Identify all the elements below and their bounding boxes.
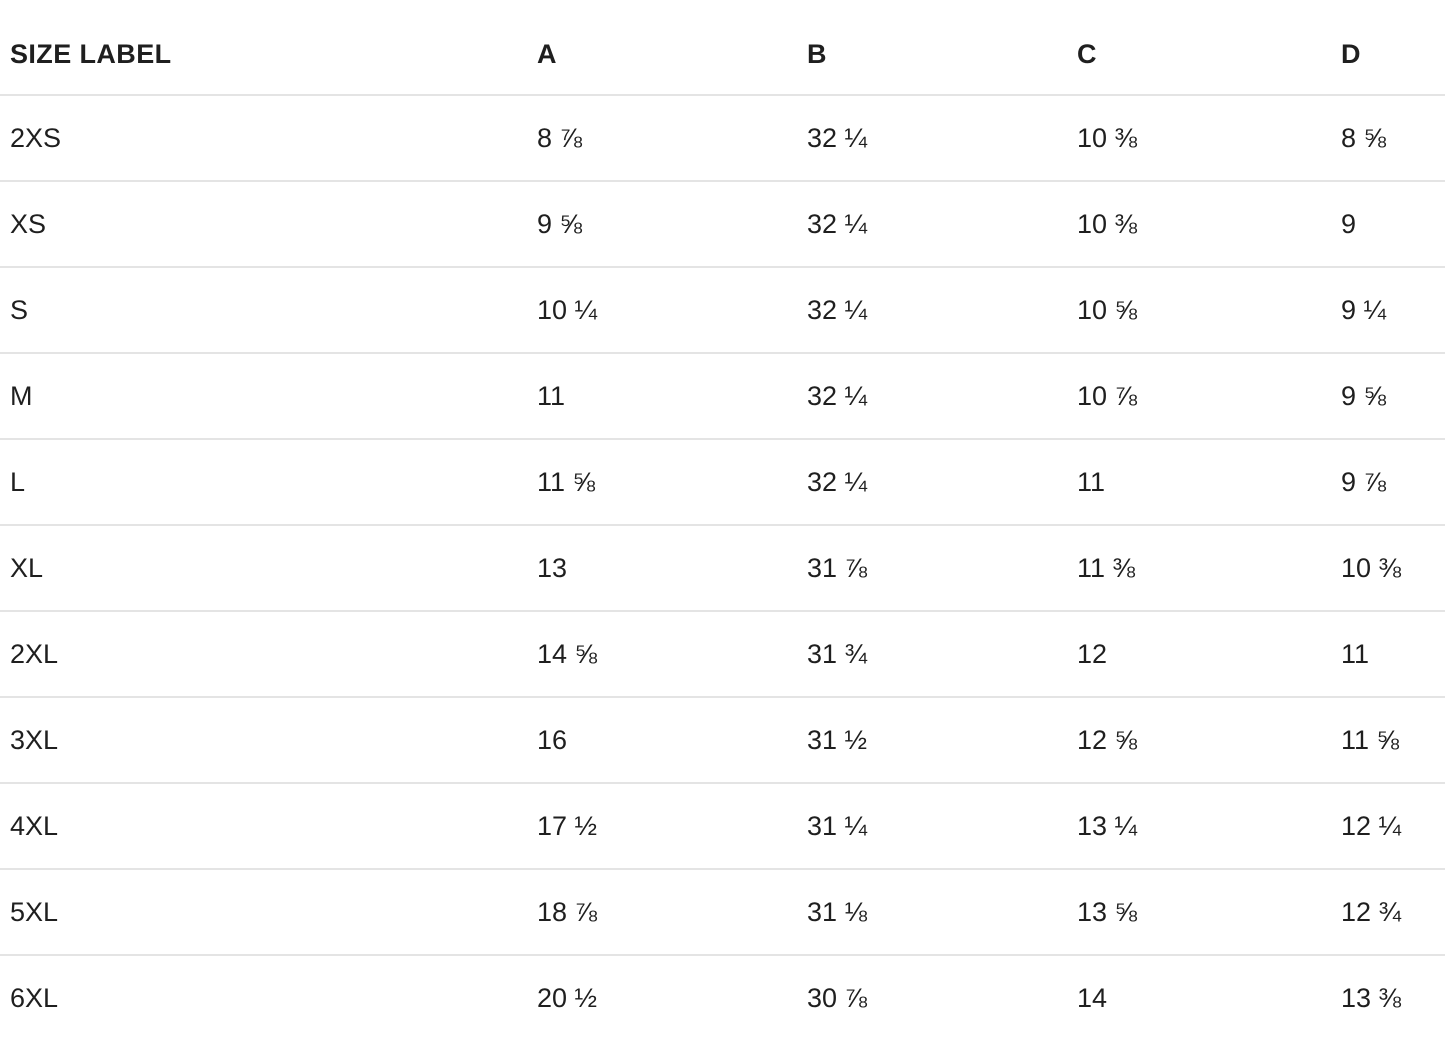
measurement-d-cell: 9 ¼ (1341, 266, 1445, 353)
measurement-d-cell: 13 ⅜ (1341, 954, 1445, 1041)
size-label-cell: 6XL (0, 954, 537, 1041)
measurement-b-cell: 32 ¼ (807, 94, 1077, 181)
table-row: 2XL 14 ⅝ 31 ¾ 12 11 (0, 610, 1445, 697)
measurement-a-cell: 14 ⅝ (537, 610, 807, 697)
measurement-b-cell: 32 ¼ (807, 180, 1077, 267)
table-row: S 10 ¼ 32 ¼ 10 ⅝ 9 ¼ (0, 266, 1445, 353)
measurement-c-cell: 10 ⅜ (1077, 180, 1341, 267)
measurement-d-cell: 9 ⅞ (1341, 438, 1445, 525)
table-row: 6XL 20 ½ 30 ⅞ 14 13 ⅜ (0, 954, 1445, 1041)
header-measurement-d: D (1341, 38, 1361, 69)
measurement-a-cell: 9 ⅝ (537, 180, 807, 267)
measurement-a-cell: 11 (537, 352, 807, 439)
header-measurement-c: C (1077, 38, 1097, 69)
measurement-b-cell: 30 ⅞ (807, 954, 1077, 1041)
measurement-a-cell: 18 ⅞ (537, 868, 807, 955)
table-row: M 11 32 ¼ 10 ⅞ 9 ⅝ (0, 352, 1445, 439)
table-row: 4XL 17 ½ 31 ¼ 13 ¼ 12 ¼ (0, 782, 1445, 869)
measurement-c-cell: 12 (1077, 610, 1341, 697)
measurement-b-cell: 31 ⅛ (807, 868, 1077, 955)
size-label-cell: 2XL (0, 610, 537, 697)
measurement-c-cell: 12 ⅝ (1077, 696, 1341, 783)
measurement-d-cell: 9 ⅝ (1341, 352, 1445, 439)
measurement-c-cell: 10 ⅞ (1077, 352, 1341, 439)
size-label-cell: 4XL (0, 782, 537, 869)
measurement-d-cell: 12 ¼ (1341, 782, 1445, 869)
table-row: 3XL 16 31 ½ 12 ⅝ 11 ⅝ (0, 696, 1445, 783)
header-size-label: SIZE LABEL (10, 38, 172, 69)
table-row: 2XS 8 ⅞ 32 ¼ 10 ⅜ 8 ⅝ (0, 94, 1445, 181)
measurement-c-cell: 10 ⅜ (1077, 94, 1341, 181)
measurement-b-cell: 31 ⅞ (807, 524, 1077, 611)
header-measurement-b: B (807, 38, 827, 69)
measurement-d-cell: 10 ⅜ (1341, 524, 1445, 611)
measurement-a-cell: 17 ½ (537, 782, 807, 869)
size-label-cell: XS (0, 180, 537, 267)
measurement-c-cell: 13 ¼ (1077, 782, 1341, 869)
measurement-b-cell: 31 ½ (807, 696, 1077, 783)
table-row: L 11 ⅝ 32 ¼ 11 9 ⅞ (0, 438, 1445, 525)
measurement-b-cell: 31 ¼ (807, 782, 1077, 869)
measurement-c-cell: 11 (1077, 438, 1341, 525)
measurement-b-cell: 31 ¾ (807, 610, 1077, 697)
size-label-cell: 3XL (0, 696, 537, 783)
measurement-c-cell: 13 ⅝ (1077, 868, 1341, 955)
size-label-cell: L (0, 438, 537, 525)
table-row: XS 9 ⅝ 32 ¼ 10 ⅜ 9 (0, 180, 1445, 267)
size-label-cell: S (0, 266, 537, 353)
measurement-b-cell: 32 ¼ (807, 352, 1077, 439)
table-row: 5XL 18 ⅞ 31 ⅛ 13 ⅝ 12 ¾ (0, 868, 1445, 955)
measurement-b-cell: 32 ¼ (807, 266, 1077, 353)
measurement-c-cell: 11 ⅜ (1077, 524, 1341, 611)
header-row: SIZE LABEL A B C D (0, 0, 1445, 95)
measurement-d-cell: 12 ¾ (1341, 868, 1445, 955)
size-label-cell: XL (0, 524, 537, 611)
size-label-cell: 5XL (0, 868, 537, 955)
measurement-d-cell: 9 (1341, 180, 1445, 267)
measurement-b-cell: 32 ¼ (807, 438, 1077, 525)
measurement-a-cell: 20 ½ (537, 954, 807, 1041)
measurement-a-cell: 16 (537, 696, 807, 783)
measurement-a-cell: 10 ¼ (537, 266, 807, 353)
measurement-d-cell: 8 ⅝ (1341, 94, 1445, 181)
size-label-cell: M (0, 352, 537, 439)
measurement-a-cell: 8 ⅞ (537, 94, 807, 181)
measurement-c-cell: 10 ⅝ (1077, 266, 1341, 353)
header-measurement-a: A (537, 38, 557, 69)
measurement-a-cell: 11 ⅝ (537, 438, 807, 525)
measurement-a-cell: 13 (537, 524, 807, 611)
measurement-d-cell: 11 (1341, 610, 1445, 697)
measurement-d-cell: 11 ⅝ (1341, 696, 1445, 783)
size-label-cell: 2XS (0, 94, 537, 181)
measurement-c-cell: 14 (1077, 954, 1341, 1041)
table-row: XL 13 31 ⅞ 11 ⅜ 10 ⅜ (0, 524, 1445, 611)
